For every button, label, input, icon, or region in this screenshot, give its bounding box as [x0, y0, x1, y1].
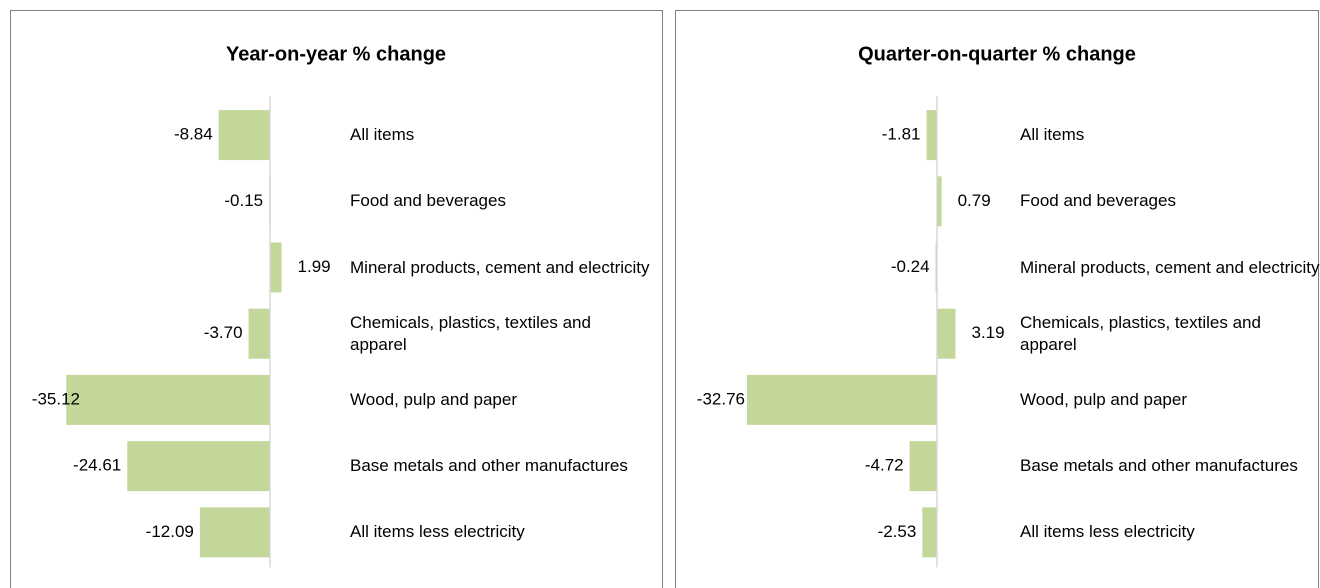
value-label: -4.72 [865, 456, 904, 475]
bar [937, 308, 956, 359]
chart-title: Quarter-on-quarter % change [858, 43, 1136, 65]
bar [248, 308, 270, 359]
category-label: Base metals and other manufactures [350, 456, 628, 476]
bar [922, 507, 937, 558]
category-label: Base metals and other manufactures [1020, 456, 1298, 476]
chart-title: Year-on-year % change [226, 43, 446, 65]
value-label: -2.53 [878, 522, 917, 541]
category-label: Chemicals, plastics, textiles and appare… [350, 312, 591, 354]
bar [926, 110, 937, 161]
bar [127, 441, 271, 492]
bar [66, 374, 270, 425]
value-label: -8.84 [174, 125, 213, 144]
category-label: Chemicals, plastics, textiles and appare… [1020, 312, 1261, 354]
value-label: 3.19 [972, 323, 1005, 342]
value-label: 0.79 [958, 191, 991, 210]
value-label: -0.24 [891, 257, 930, 276]
panel-border [10, 10, 663, 588]
category-label: Food and beverages [1020, 191, 1176, 211]
bar [218, 110, 270, 161]
category-label: Wood, pulp and paper [1020, 389, 1187, 409]
bar [937, 176, 942, 227]
value-label: -3.70 [204, 323, 243, 342]
value-label: -0.15 [224, 191, 263, 210]
bar [909, 441, 937, 492]
category-label: Mineral products, cement and electricity [1020, 257, 1320, 277]
value-label: -1.81 [882, 125, 921, 144]
bar [746, 374, 937, 425]
category-label: All items less electricity [1020, 522, 1195, 542]
bar [199, 507, 270, 558]
category-label: All items [1020, 125, 1085, 145]
category-label: Mineral products, cement and electricity [350, 257, 650, 277]
value-label: -35.12 [32, 389, 80, 408]
category-label: Wood, pulp and paper [350, 389, 517, 409]
bar [270, 242, 282, 293]
value-label: -24.61 [73, 456, 121, 475]
value-label: 1.99 [298, 257, 331, 276]
value-label: -12.09 [146, 522, 194, 541]
category-label: Food and beverages [350, 191, 506, 211]
category-label: All items less electricity [350, 522, 525, 542]
value-label: -32.76 [697, 389, 745, 408]
panel-border [675, 10, 1319, 588]
category-label: All items [350, 125, 415, 145]
